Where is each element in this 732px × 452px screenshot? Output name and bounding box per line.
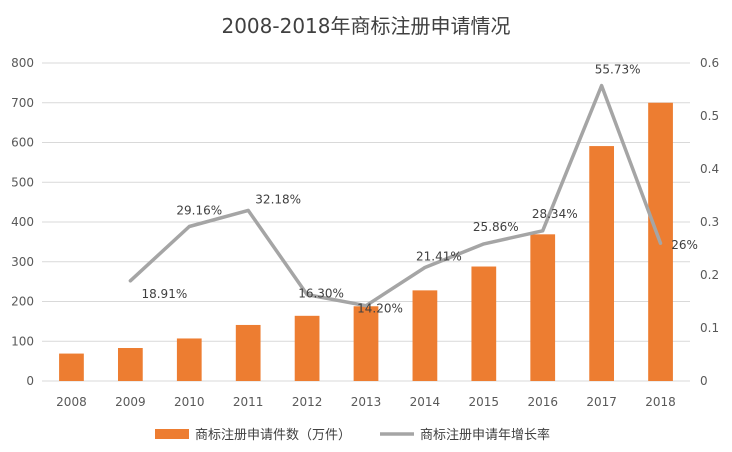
- line-point: [541, 229, 545, 233]
- line-point: [600, 84, 604, 88]
- growth-rate-label: 26%: [671, 238, 698, 252]
- line-point: [659, 241, 663, 245]
- x-tick-label: 2016: [527, 395, 558, 409]
- line-point: [305, 293, 309, 297]
- y-right-tick-label: 0.5: [700, 109, 719, 123]
- y-right-tick-label: 0.6: [700, 56, 719, 70]
- bar: [294, 315, 320, 381]
- y-left-tick-label: 800: [11, 56, 34, 70]
- x-tick-label: 2011: [233, 395, 264, 409]
- y-right-tick-label: 0: [700, 374, 708, 388]
- line-point: [128, 279, 132, 283]
- line-point: [423, 266, 427, 270]
- y-left-tick-label: 100: [11, 334, 34, 348]
- growth-rate-label: 25.86%: [473, 220, 519, 234]
- bar: [530, 234, 556, 381]
- x-tick-label: 2017: [586, 395, 617, 409]
- bar-series: [59, 102, 673, 381]
- growth-rate-label: 28.34%: [532, 207, 578, 221]
- growth-rate-label: 14.20%: [357, 302, 403, 316]
- growth-rate-line: [128, 83, 663, 308]
- y-left-tick-label: 700: [11, 96, 34, 110]
- x-tick-label: 2014: [410, 395, 441, 409]
- growth-rate-label: 18.91%: [141, 287, 187, 301]
- data-labels: 18.91% 29.16% 32.18% 16.30% 14.20% 21.41% 25.8…: [141, 63, 697, 316]
- legend: 商标注册申请件数（万件） 商标注册申请年增长率: [155, 427, 550, 443]
- growth-rate-label: 32.18%: [255, 192, 301, 206]
- y-left-tick-label: 400: [11, 215, 34, 229]
- bar: [117, 348, 143, 381]
- bar: [589, 146, 615, 381]
- line-point: [246, 208, 250, 212]
- bar: [353, 306, 379, 381]
- line-point: [364, 304, 368, 308]
- growth-rate-label: 16.30%: [298, 287, 344, 301]
- y-right-tick-label: 0.4: [700, 162, 719, 176]
- growth-rate-label: 29.16%: [176, 203, 222, 217]
- bar: [176, 338, 202, 381]
- line-series: [128, 83, 663, 308]
- axes: 0 100 200 300 400 500 600 700 800 0 0.1 0.2 0.3 0.4 0.…: [11, 56, 719, 409]
- bar: [59, 353, 84, 381]
- x-tick-label: 2018: [645, 395, 676, 409]
- y-left-tick-label: 0: [26, 374, 34, 388]
- y-right-tick-label: 0.3: [700, 215, 719, 229]
- growth-rate-label: 21.41%: [416, 250, 462, 264]
- legend-label-bar: 商标注册申请件数（万件）: [195, 428, 351, 443]
- x-tick-label: 2012: [292, 395, 323, 409]
- x-tick-label: 2009: [115, 395, 146, 409]
- y-left-tick-label: 600: [11, 136, 34, 150]
- x-tick-label: 2008: [56, 395, 87, 409]
- y-right-tick-label: 0.1: [700, 321, 719, 335]
- y-left-tick-label: 200: [11, 295, 34, 309]
- legend-swatch-bar: [155, 429, 189, 439]
- bar: [235, 324, 261, 381]
- y-right-tick-label: 0.2: [700, 268, 719, 282]
- bar: [412, 290, 438, 381]
- x-tick-label: 2013: [351, 395, 382, 409]
- y-left-tick-label: 300: [11, 255, 34, 269]
- line-point: [482, 242, 486, 246]
- bar: [471, 266, 497, 381]
- chart-title: 2008-2018年商标注册申请情况: [221, 14, 510, 38]
- y-left-tick-label: 500: [11, 175, 34, 189]
- x-tick-label: 2010: [174, 395, 205, 409]
- line-point: [187, 224, 191, 228]
- growth-rate-label: 55.73%: [595, 63, 641, 77]
- x-tick-label: 2015: [469, 395, 500, 409]
- legend-label-line: 商标注册申请年增长率: [420, 427, 550, 443]
